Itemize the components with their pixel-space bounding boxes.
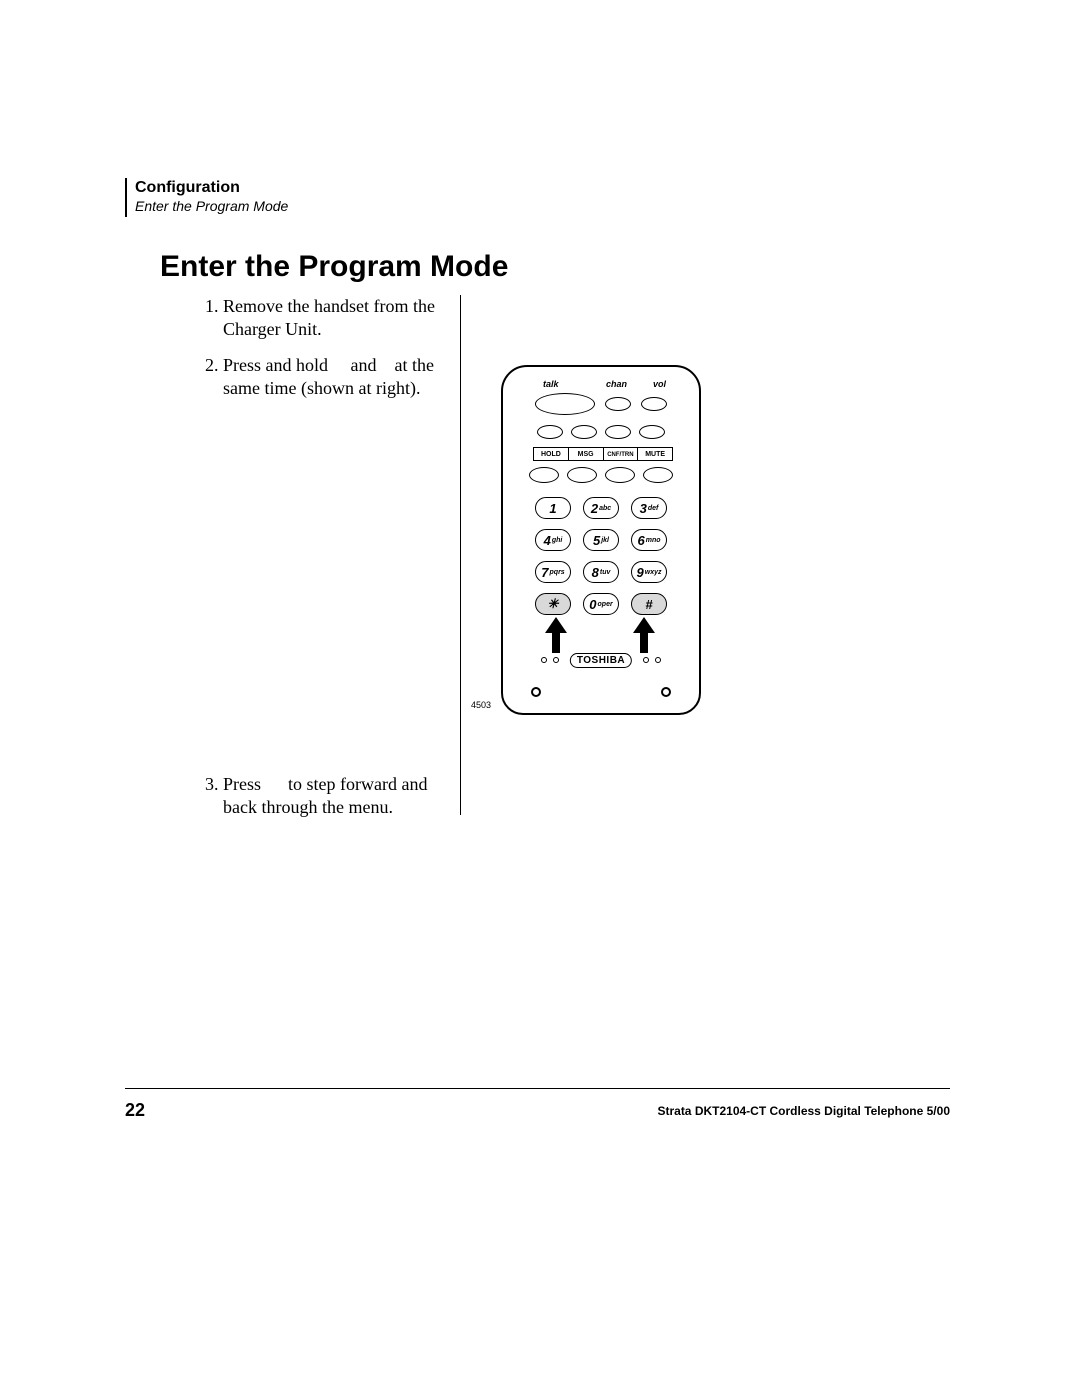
- key-7: 7pqrs: [535, 561, 571, 583]
- step-2: Press and hold and at the same time (sho…: [223, 354, 442, 399]
- indicator-dot: [553, 657, 559, 663]
- step-list: Remove the handset from the Charger Unit…: [195, 295, 442, 399]
- step-1: Remove the handset from the Charger Unit…: [223, 295, 442, 340]
- spacer: [195, 413, 442, 773]
- header-section: Configuration: [135, 178, 288, 197]
- key-✳: ✳: [535, 593, 571, 615]
- page-title: Enter the Program Mode: [160, 250, 508, 284]
- key-digit: 3: [640, 501, 647, 516]
- function-label-strip: HOLD MSG CNF/TRN MUTE: [533, 447, 673, 461]
- soft-button: [537, 425, 563, 439]
- manual-page: Configuration Enter the Program Mode Ent…: [0, 0, 1080, 1397]
- fn-cnftrn: CNF/TRN: [604, 448, 639, 460]
- soft-button: [639, 425, 665, 439]
- key-digit: 7: [541, 565, 548, 580]
- hold-button: [529, 467, 559, 483]
- key-9: 9wxyz: [631, 561, 667, 583]
- handset-outline: talk chan vol: [501, 365, 701, 715]
- label-talk: talk: [543, 379, 559, 389]
- key-letters: jkl: [601, 537, 609, 544]
- key-letters: mno: [646, 537, 661, 544]
- key-5: 5jkl: [583, 529, 619, 551]
- keypad-row: 7pqrs 8tuv 9wxyz: [503, 561, 699, 583]
- step-list-cont: Press to step forward and back through t…: [195, 773, 442, 818]
- fn-msg: MSG: [569, 448, 604, 460]
- key-digit: 0: [589, 597, 596, 612]
- key-letters: abc: [599, 505, 611, 512]
- figure-number: 4503: [471, 700, 491, 710]
- talk-button: [535, 393, 595, 415]
- fn-mute: MUTE: [638, 448, 672, 460]
- key-8: 8tuv: [583, 561, 619, 583]
- brand-logo: TOSHIBA: [570, 653, 632, 668]
- handset-figure: 4 5 0 3 talk chan vol: [501, 365, 711, 715]
- key-digit: 4: [544, 533, 551, 548]
- soft-button: [605, 425, 631, 439]
- key-letters: ghi: [552, 537, 563, 544]
- key-letters: pqrs: [550, 569, 565, 576]
- keypad-row: 1 2abc 3def: [503, 497, 699, 519]
- key-digit: 2: [591, 501, 598, 516]
- instructions-column: Remove the handset from the Charger Unit…: [195, 295, 460, 832]
- page-number: 22: [125, 1100, 145, 1121]
- running-header: Configuration Enter the Program Mode: [125, 178, 288, 217]
- key-#: #: [631, 593, 667, 615]
- key-letters: tuv: [600, 569, 611, 576]
- key-digit: #: [645, 597, 652, 612]
- charge-contact: [531, 687, 541, 697]
- indicator-dot: [643, 657, 649, 663]
- indicator-dot: [541, 657, 547, 663]
- key-0: 0oper: [583, 593, 619, 615]
- chan-button: [605, 397, 631, 411]
- key-digit: 8: [592, 565, 599, 580]
- content-columns: Remove the handset from the Charger Unit…: [195, 295, 895, 832]
- keypad-row: ✳ 0oper #: [503, 593, 699, 615]
- mute-button: [643, 467, 673, 483]
- key-digit: 9: [637, 565, 644, 580]
- label-chan: chan: [606, 379, 627, 389]
- key-letters: oper: [598, 601, 613, 608]
- footer-rule: [125, 1088, 950, 1089]
- keypad-row: 4ghi 5jkl 6mno: [503, 529, 699, 551]
- key-6: 6mno: [631, 529, 667, 551]
- key-3: 3def: [631, 497, 667, 519]
- vol-button: [641, 397, 667, 411]
- charge-contact: [661, 687, 671, 697]
- key-letters: wxyz: [645, 569, 662, 576]
- arrow-to-star: [543, 617, 569, 653]
- key-digit: ✳: [548, 596, 559, 612]
- fn-hold: HOLD: [534, 448, 569, 460]
- indicator-dot: [655, 657, 661, 663]
- header-subtitle: Enter the Program Mode: [135, 197, 288, 217]
- arrow-to-hash: [631, 617, 657, 653]
- footer-doc-title: Strata DKT2104-CT Cordless Digital Telep…: [657, 1104, 950, 1118]
- key-letters: def: [648, 505, 659, 512]
- msg-button: [567, 467, 597, 483]
- cnftrn-button: [605, 467, 635, 483]
- key-digit: 5: [593, 533, 600, 548]
- label-vol: vol: [653, 379, 666, 389]
- key-digit: 6: [637, 533, 644, 548]
- key-2: 2abc: [583, 497, 619, 519]
- key-digit: 1: [549, 501, 556, 516]
- key-1: 1: [535, 497, 571, 519]
- figure-column: 4503 talk chan vol: [461, 295, 881, 832]
- step-3: Press to step forward and back through t…: [223, 773, 442, 818]
- key-4: 4ghi: [535, 529, 571, 551]
- soft-button: [571, 425, 597, 439]
